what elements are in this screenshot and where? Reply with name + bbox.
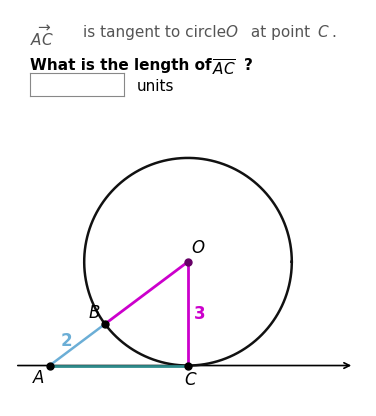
Text: units: units [137,79,175,94]
Text: 3: 3 [194,305,206,323]
Text: at point: at point [246,25,315,40]
Text: ?: ? [244,58,253,73]
Text: O: O [226,25,238,40]
Text: C: C [184,371,196,389]
Text: $\overrightarrow{AC}$: $\overrightarrow{AC}$ [30,25,54,49]
Text: O: O [191,238,205,257]
Text: A: A [33,369,44,387]
Text: B: B [88,304,100,322]
Text: C: C [318,25,328,40]
Text: is tangent to circle: is tangent to circle [83,25,231,40]
Text: 2: 2 [61,332,73,350]
Text: What is the length of: What is the length of [30,58,217,73]
Text: $\overline{AC}$: $\overline{AC}$ [212,58,237,78]
Text: .: . [331,25,336,40]
